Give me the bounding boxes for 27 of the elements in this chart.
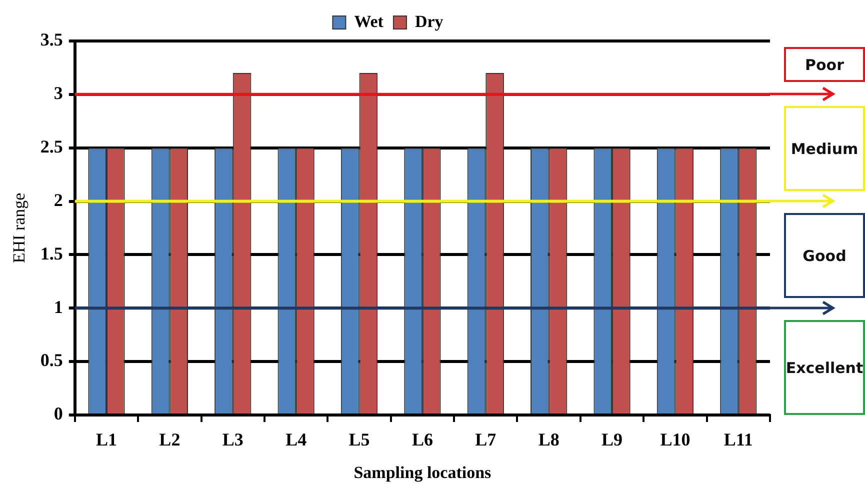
text: Medium [784, 106, 865, 192]
x-tick-label: L7 [475, 429, 496, 450]
text: Poor [784, 47, 865, 82]
y-tick-label: 1 [54, 296, 63, 317]
x-tick-label: L8 [538, 429, 560, 450]
text: Excellent [784, 320, 865, 415]
x-axis-title: Sampling locations [354, 463, 492, 482]
y-tick-label: 3.5 [40, 30, 63, 50]
legend-label: Wet [354, 12, 384, 31]
x-tick-label: L6 [412, 429, 433, 450]
x-tick-label: L4 [286, 429, 307, 450]
x-tick-label: L1 [96, 429, 118, 450]
y-tick-label: 0.5 [40, 350, 63, 370]
y-axis-title: EHI range [10, 192, 29, 264]
x-tick-label: L11 [724, 429, 753, 450]
y-tick-label: 2 [54, 190, 63, 210]
text: Good [784, 213, 865, 298]
y-tick-label: 2.5 [40, 136, 63, 157]
y-tick-label: 0 [54, 404, 63, 424]
y-tick-label: 3 [54, 83, 63, 104]
x-tick-label: L2 [159, 429, 180, 450]
y-tick-label: 1.5 [40, 243, 63, 264]
x-tick-label: L3 [222, 429, 244, 450]
x-tick-label: L10 [660, 429, 690, 450]
x-tick-label: L9 [602, 429, 623, 450]
legend-label: Dry [414, 12, 444, 31]
x-tick-label: L5 [348, 429, 370, 450]
